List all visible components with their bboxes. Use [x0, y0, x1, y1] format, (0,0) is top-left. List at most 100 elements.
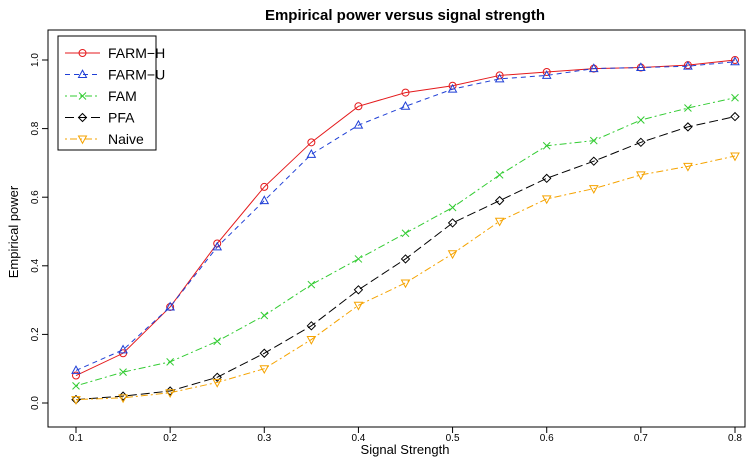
data-point — [212, 378, 223, 388]
series-line — [75, 97, 736, 387]
data-point — [542, 141, 551, 150]
legend-label: FARM−U — [108, 67, 165, 83]
x-tick-label: 0.4 — [351, 433, 365, 444]
legend-label: Naive — [108, 131, 144, 147]
data-point — [541, 195, 552, 205]
data-point — [447, 250, 458, 260]
legend-box — [57, 35, 157, 151]
data-point — [636, 137, 646, 148]
data-point — [541, 70, 552, 79]
y-axis-title: Empirical power — [6, 185, 21, 278]
x-tick-label: 0.8 — [728, 433, 742, 444]
data-point — [588, 185, 599, 194]
data-point — [731, 93, 739, 102]
legend-label: FAM — [108, 88, 137, 104]
y-tick-label: 0.0 — [30, 396, 41, 410]
series-line — [75, 155, 736, 401]
data-point — [307, 138, 316, 147]
data-point — [165, 301, 175, 311]
data-point — [495, 71, 504, 80]
series-3 — [71, 111, 740, 405]
data-point — [259, 195, 270, 205]
series-2 — [72, 93, 739, 390]
data-point — [212, 241, 223, 251]
series-line — [75, 59, 736, 377]
y-tick-label: 0.2 — [30, 327, 41, 341]
data-point — [447, 83, 458, 93]
data-point — [306, 148, 317, 158]
data-point — [636, 62, 646, 72]
data-point — [589, 156, 599, 166]
data-point — [730, 152, 740, 162]
data-point — [259, 348, 269, 358]
legend-swatch-marker — [78, 49, 87, 57]
data-point — [71, 396, 81, 405]
data-point — [354, 102, 363, 111]
y-axis: 0.0 0.2 0.4 0.6 0.8 1.0 — [30, 53, 48, 410]
data-point — [494, 217, 505, 227]
y-tick-label: 1.0 — [30, 53, 41, 67]
legend-label: FARM−H — [108, 45, 165, 61]
data-point — [166, 357, 174, 366]
series-4 — [71, 152, 740, 405]
data-point — [212, 372, 222, 382]
legend-swatch-marker — [77, 112, 88, 123]
y-tick-label: 0.6 — [30, 190, 41, 204]
series-layer — [71, 56, 740, 405]
x-axis-title: Signal Strength — [361, 442, 450, 457]
data-point — [400, 100, 411, 110]
y-tick-label: 0.8 — [30, 121, 41, 135]
x-tick-label: 0.6 — [540, 433, 554, 444]
data-point — [119, 368, 127, 376]
data-point — [400, 279, 411, 289]
series-1 — [71, 56, 740, 374]
data-point — [259, 365, 270, 375]
data-point — [71, 365, 81, 374]
data-point — [494, 73, 505, 83]
data-point — [542, 68, 551, 77]
data-point — [72, 371, 80, 380]
y-tick-label: 0.4 — [30, 258, 41, 272]
data-point — [354, 255, 363, 263]
plot-frame — [47, 29, 746, 428]
data-point — [72, 381, 80, 390]
legend-swatch-marker — [78, 92, 87, 100]
data-point — [730, 111, 740, 122]
data-point — [448, 203, 457, 212]
data-point — [165, 389, 175, 399]
x-tick-label: 0.7 — [634, 433, 648, 444]
data-point — [353, 285, 364, 295]
series-line — [75, 61, 736, 371]
legend-swatch-marker — [77, 69, 88, 78]
data-point — [683, 60, 693, 70]
data-point — [353, 301, 364, 311]
x-tick-label: 0.5 — [446, 433, 460, 444]
x-tick-label: 0.2 — [163, 433, 177, 444]
x-axis: 0.1 0.2 0.3 0.4 0.5 0.6 0.7 0.8 — [69, 427, 742, 444]
data-point — [683, 122, 693, 132]
data-point — [118, 344, 128, 354]
legend: FARM−H FARM−U FAM PFA Naive — [57, 35, 165, 151]
data-point — [589, 136, 598, 145]
data-point — [401, 229, 410, 238]
data-point — [401, 88, 410, 97]
x-tick-label: 0.1 — [69, 433, 83, 444]
x-tick-label: 0.3 — [257, 433, 271, 444]
data-point — [307, 280, 316, 289]
legend-swatch-marker — [77, 135, 88, 145]
legend-label: PFA — [108, 110, 135, 126]
data-point — [684, 104, 692, 112]
chart-title: Empirical power versus signal strength — [265, 7, 545, 24]
data-point — [260, 311, 269, 320]
data-point — [213, 337, 222, 346]
data-point — [588, 63, 599, 73]
data-point — [495, 171, 504, 179]
series-line — [75, 116, 736, 401]
data-point — [636, 171, 646, 181]
data-point — [306, 321, 317, 331]
data-point — [683, 162, 693, 172]
data-point — [542, 173, 552, 184]
data-point — [447, 218, 458, 228]
series-0 — [72, 56, 739, 380]
